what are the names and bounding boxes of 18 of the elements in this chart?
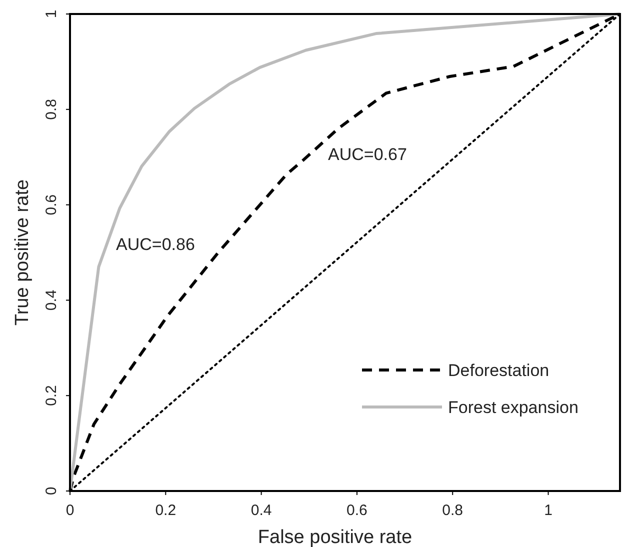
- x-tick-label: 0.8: [442, 502, 464, 519]
- y-tick-label: 0.6: [43, 194, 60, 216]
- annotation: AUC=0.86: [116, 235, 195, 254]
- x-tick-label: 0: [66, 502, 74, 519]
- x-tick-label: 0.4: [250, 502, 272, 519]
- x-tick-label: 0.2: [155, 502, 176, 519]
- annotation: AUC=0.67: [328, 145, 407, 164]
- y-tick-label: 0.2: [43, 385, 60, 406]
- x-tick-label: 0.6: [346, 502, 368, 519]
- y-tick-label: 0: [43, 486, 60, 496]
- legend-label: Forest expansion: [448, 398, 578, 417]
- y-tick-label: 0.8: [43, 98, 60, 120]
- y-tick-label: 0.4: [43, 290, 60, 311]
- y-tick-label: 1: [43, 10, 60, 18]
- x-axis-title: False positive rate: [258, 527, 412, 547]
- legend-label: Deforestation: [448, 361, 550, 380]
- x-tick-label: 1: [544, 502, 552, 519]
- y-axis-title: True positive rate: [12, 179, 33, 326]
